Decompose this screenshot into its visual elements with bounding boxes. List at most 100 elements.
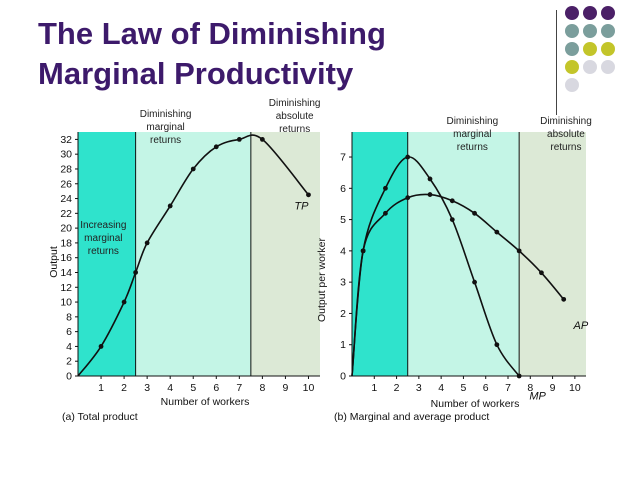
series-tp-point <box>213 144 219 150</box>
region-label: returns <box>550 142 581 153</box>
y-tick-label: 24 <box>60 193 72 205</box>
series-tp-point <box>133 270 139 275</box>
region-0-shade <box>352 132 408 376</box>
accent-dot <box>565 24 579 38</box>
series-ap-point <box>383 210 388 216</box>
accent-dot <box>565 78 579 92</box>
series-tp-point <box>121 299 127 305</box>
region-label: Diminishing <box>446 116 498 127</box>
y-tick-label: 12 <box>60 282 72 294</box>
region-label: Increasing <box>80 220 126 231</box>
accent-dot <box>565 6 579 20</box>
series-tp-label: TP <box>294 201 309 213</box>
series-ap-point <box>427 192 433 197</box>
series-tp-point <box>236 136 242 142</box>
series-ap-point <box>405 195 411 201</box>
y-tick-label: 3 <box>340 277 346 289</box>
series-tp-point <box>306 192 311 198</box>
x-tick-label: 3 <box>144 382 150 394</box>
y-tick-label: 7 <box>340 152 346 164</box>
chart-caption: (a) Total product <box>62 411 138 423</box>
y-tick-label: 6 <box>66 326 72 338</box>
region-2-shade <box>519 132 586 376</box>
region-1-shade <box>407 132 520 376</box>
y-tick-label: 14 <box>60 267 72 279</box>
accent-dot <box>583 60 597 74</box>
accent-dot <box>583 24 597 38</box>
x-tick-label: 9 <box>283 382 289 394</box>
y-tick-label: 22 <box>60 208 72 220</box>
series-ap-point <box>449 198 455 204</box>
x-tick-label: 10 <box>303 382 315 394</box>
series-tp-point <box>167 203 173 209</box>
series-mp-point <box>449 217 455 222</box>
y-tick-label: 10 <box>60 297 72 309</box>
series-tp-point <box>98 344 104 349</box>
x-tick-label: 2 <box>121 382 127 394</box>
x-tick-label: 5 <box>461 382 467 394</box>
x-tick-label: 6 <box>213 382 219 394</box>
series-ap-label: AP <box>573 320 589 332</box>
x-axis-label: Number of workers <box>161 396 250 408</box>
x-tick-label: 8 <box>259 382 265 394</box>
y-tick-label: 1 <box>340 339 346 351</box>
region-label: Diminishing <box>540 116 592 127</box>
accent-dot <box>601 60 615 74</box>
y-tick-label: 0 <box>340 371 346 383</box>
region-label: returns <box>457 142 488 153</box>
series-ap-point <box>539 270 544 276</box>
accent-dot <box>565 60 579 74</box>
x-tick-label: 6 <box>483 382 489 394</box>
region-label: marginal <box>146 122 184 133</box>
y-tick-label: 6 <box>340 183 346 195</box>
series-mp-point <box>472 279 477 285</box>
series-ap-point <box>360 248 366 254</box>
x-tick-label: 9 <box>550 382 556 394</box>
x-tick-label: 7 <box>236 382 242 394</box>
series-mp-point <box>494 342 500 348</box>
series-ap-point <box>472 210 477 216</box>
series-ap-point <box>494 229 500 235</box>
accent-dot <box>601 6 615 20</box>
y-tick-label: 5 <box>340 214 346 226</box>
series-tp-point <box>190 166 196 172</box>
y-tick-label: 16 <box>60 252 72 264</box>
series-mp-point <box>516 373 522 379</box>
x-tick-label: 8 <box>527 382 533 394</box>
region-label: returns <box>88 246 119 257</box>
x-axis-label: Number of workers <box>431 398 520 410</box>
y-tick-label: 2 <box>340 308 346 320</box>
accent-dot <box>601 42 615 56</box>
accent-dot <box>565 42 579 56</box>
region-2-shade <box>250 132 320 376</box>
y-tick-label: 8 <box>66 311 72 323</box>
slide-title-line1: The Law of Diminishing <box>38 16 386 51</box>
x-tick-label: 7 <box>505 382 511 394</box>
series-mp-label: MP <box>529 390 546 402</box>
accent-dot <box>583 42 597 56</box>
region-label: Diminishing <box>140 109 192 120</box>
x-tick-label: 10 <box>569 382 581 394</box>
y-tick-label: 4 <box>66 341 72 353</box>
region-label: absolute <box>276 111 314 122</box>
x-tick-label: 4 <box>438 382 444 394</box>
y-tick-label: 18 <box>60 237 72 249</box>
series-mp-point <box>383 185 388 191</box>
region-1-shade <box>135 132 251 376</box>
y-tick-label: 20 <box>60 223 72 235</box>
series-mp-point <box>405 154 411 160</box>
x-tick-label: 3 <box>416 382 422 394</box>
x-tick-label: 4 <box>167 382 173 394</box>
region-label: returns <box>279 124 310 135</box>
region-label: absolute <box>547 129 585 140</box>
x-tick-label: 5 <box>190 382 196 394</box>
series-tp-point <box>259 136 265 142</box>
y-axis-label: Output <box>48 246 60 278</box>
series-ap-point <box>561 296 567 302</box>
x-tick-label: 1 <box>98 382 104 394</box>
y-tick-label: 28 <box>60 163 72 175</box>
decorative-dot-grid <box>565 6 635 96</box>
series-ap-point <box>516 248 522 254</box>
